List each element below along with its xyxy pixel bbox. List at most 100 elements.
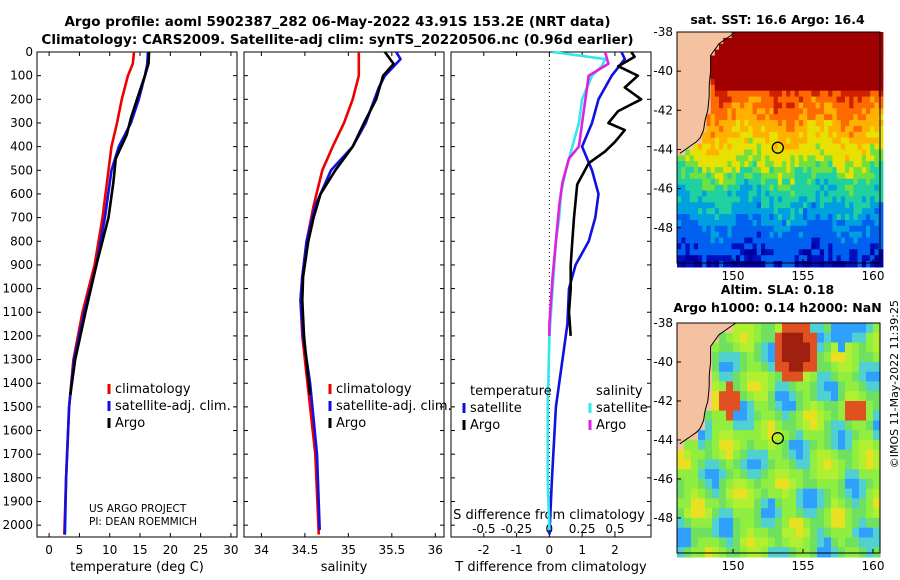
map-cell xyxy=(705,420,713,431)
map-cell xyxy=(752,49,758,57)
map-cell xyxy=(777,32,783,39)
map-cell xyxy=(685,79,691,86)
map-cell xyxy=(693,172,699,180)
sla_map-ytick-label: -40 xyxy=(653,355,673,369)
map-cell xyxy=(832,143,838,151)
map-cell xyxy=(782,420,790,431)
map-cell xyxy=(777,84,783,92)
map-cell xyxy=(810,517,818,529)
map-cell xyxy=(782,155,787,162)
map-cell xyxy=(840,67,846,74)
map-cell xyxy=(727,114,733,121)
map-cell xyxy=(735,184,741,192)
map-cell xyxy=(782,202,787,209)
map-cell xyxy=(794,61,800,68)
map-cell xyxy=(735,261,741,268)
map-cell xyxy=(831,342,839,353)
map-cell xyxy=(861,161,867,168)
map-cell xyxy=(735,167,741,174)
map-cell xyxy=(803,342,811,353)
map-cell xyxy=(828,49,833,57)
map-cell xyxy=(786,55,791,62)
map-cell xyxy=(702,55,707,62)
map-cell xyxy=(852,527,860,538)
map-cell xyxy=(702,90,707,98)
map-cell xyxy=(765,255,770,262)
map-cell xyxy=(698,430,706,441)
map-cell xyxy=(859,449,867,460)
map-cell xyxy=(681,108,686,115)
map-cell xyxy=(794,149,800,156)
map-cell xyxy=(693,61,699,68)
map-cell xyxy=(689,161,695,168)
map-cell xyxy=(815,214,821,221)
map-cell xyxy=(861,149,867,156)
map-cell xyxy=(761,149,766,156)
map-cell xyxy=(849,114,854,121)
map-cell xyxy=(845,391,853,402)
map-cell xyxy=(803,255,808,262)
map-cell xyxy=(714,55,720,62)
map-cell xyxy=(710,225,716,233)
map-cell xyxy=(840,73,846,80)
map-cell xyxy=(710,90,716,98)
map-cell xyxy=(874,225,880,233)
map-cell xyxy=(836,131,842,139)
map-cell xyxy=(702,37,707,45)
map-cell xyxy=(761,261,766,268)
map-cell xyxy=(878,43,884,51)
map-cell xyxy=(714,37,720,45)
map-cell xyxy=(786,126,791,133)
map-cell xyxy=(794,261,800,268)
map-cell xyxy=(824,196,829,203)
map-cell xyxy=(693,108,699,115)
map-cell xyxy=(803,167,808,174)
map-cell xyxy=(798,225,804,233)
map-cell xyxy=(726,488,734,499)
map-cell xyxy=(849,255,854,262)
map-cell xyxy=(684,352,692,363)
map-cell xyxy=(702,167,707,174)
map-cell xyxy=(702,231,707,239)
map-cell xyxy=(756,102,762,109)
map-cell xyxy=(698,508,706,519)
map-cell xyxy=(677,73,682,80)
map-cell xyxy=(761,114,766,121)
map-cell xyxy=(735,32,741,39)
map-cell xyxy=(685,237,691,245)
map-cell xyxy=(723,237,728,245)
map-cell xyxy=(811,243,817,250)
map-cell xyxy=(831,517,839,529)
map-cell xyxy=(744,249,749,256)
map-cell xyxy=(824,498,832,509)
map-cell xyxy=(698,67,703,74)
map-cell xyxy=(702,243,707,250)
map-cell xyxy=(740,84,745,92)
map-cell xyxy=(831,498,839,509)
map-cell xyxy=(852,430,860,441)
map-cell xyxy=(726,517,734,529)
map-cell xyxy=(735,202,741,209)
map-cell xyxy=(798,55,804,62)
map-cell xyxy=(873,469,881,480)
map-cell xyxy=(840,61,846,68)
map-cell xyxy=(852,371,860,382)
map-cell xyxy=(794,37,800,45)
map-cell xyxy=(740,161,745,168)
map-cell xyxy=(782,255,787,262)
difference-xlabel: T difference from climatology xyxy=(454,560,647,575)
map-cell xyxy=(740,55,745,62)
map-cell xyxy=(733,430,741,441)
map-cell xyxy=(723,126,728,133)
map-cell xyxy=(740,167,745,174)
map-cell xyxy=(866,172,871,180)
map-cell xyxy=(733,439,741,451)
map-cell xyxy=(803,155,808,162)
map-cell xyxy=(866,362,874,373)
map-cell xyxy=(761,120,766,127)
map-cell xyxy=(752,161,758,168)
map-cell xyxy=(733,488,741,499)
map-cell xyxy=(735,43,741,51)
map-cell xyxy=(878,243,884,250)
map-cell xyxy=(740,517,748,529)
